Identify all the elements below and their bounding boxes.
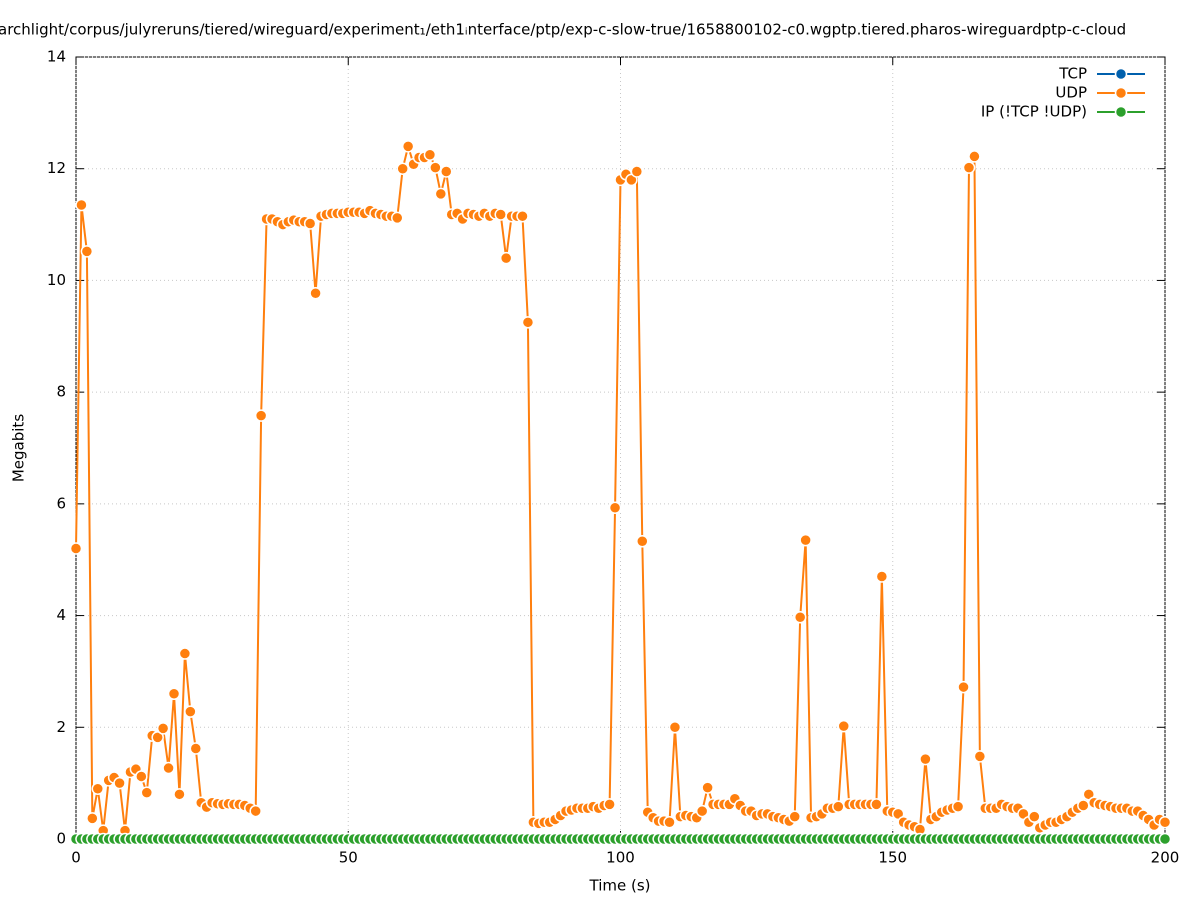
- data-point: [630, 165, 644, 178]
- data-point: [91, 782, 105, 795]
- data-point: [799, 533, 812, 547]
- data-point: [178, 647, 192, 660]
- x-tick-label: 0: [71, 849, 81, 867]
- data-point: [189, 742, 203, 755]
- data-point: [962, 161, 976, 174]
- data-point: [788, 810, 801, 823]
- data-point: [1158, 815, 1172, 829]
- data-point: [162, 761, 175, 775]
- data-point: [832, 800, 845, 813]
- data-point: [973, 750, 987, 763]
- data-point: [303, 217, 317, 230]
- data-point: [968, 150, 981, 163]
- y-tick-label: 2: [56, 718, 66, 736]
- data-point: [309, 287, 322, 300]
- data-point: [113, 776, 126, 790]
- data-point: [75, 198, 88, 212]
- x-tick-label: 100: [606, 849, 635, 867]
- data-point: [429, 161, 442, 174]
- data-point: [173, 788, 186, 801]
- data-point: [156, 722, 170, 735]
- data-point: [80, 245, 94, 258]
- chart-title: archlight/corpus/julyreruns/tiered/wireg…: [0, 21, 1126, 39]
- data-point: [391, 211, 404, 225]
- x-tick-label: 150: [878, 849, 907, 867]
- data-point: [1028, 810, 1041, 823]
- x-tick-label: 200: [1151, 849, 1180, 867]
- data-point: [434, 187, 448, 201]
- data-point: [423, 148, 437, 161]
- y-tick-label: 0: [56, 830, 66, 848]
- y-tick-label: 6: [56, 494, 66, 512]
- data-point: [668, 721, 682, 734]
- data-point: [701, 781, 714, 794]
- data-point: [1158, 832, 1172, 846]
- data-point: [957, 680, 970, 694]
- y-tick-label: 14: [47, 48, 66, 66]
- legend-label: IP (!TCP !UDP): [981, 103, 1087, 121]
- y-tick-label: 4: [56, 606, 66, 624]
- data-point: [440, 165, 453, 178]
- data-point: [636, 535, 649, 548]
- y-tick-label: 10: [47, 271, 66, 289]
- data-point: [401, 140, 415, 153]
- x-tick-label: 50: [339, 849, 358, 867]
- data-point: [167, 687, 181, 701]
- data-point: [86, 812, 99, 825]
- data-point: [1077, 799, 1090, 812]
- data-point: [140, 786, 154, 799]
- data-point: [254, 409, 268, 422]
- data-point: [663, 815, 676, 829]
- legend-label: UDP: [1055, 84, 1087, 102]
- data-point: [184, 705, 197, 718]
- legend-marker: [1114, 67, 1128, 81]
- legend-marker: [1114, 86, 1128, 100]
- data-point: [249, 804, 262, 818]
- data-point: [608, 501, 622, 515]
- data-point: [494, 208, 507, 221]
- data-point: [603, 798, 616, 811]
- y-tick-label: 8: [56, 383, 66, 401]
- legend-label: TCP: [1058, 65, 1087, 83]
- data-point: [396, 162, 409, 175]
- x-axis-label: Time (s): [589, 877, 651, 895]
- y-axis-label: Megabits: [10, 414, 28, 482]
- data-point: [870, 798, 883, 811]
- data-point: [793, 610, 807, 624]
- data-point: [875, 570, 889, 583]
- data-point: [695, 804, 709, 818]
- data-point: [135, 770, 148, 783]
- data-point: [951, 800, 965, 813]
- data-point: [69, 542, 83, 555]
- y-tick-label: 12: [47, 159, 66, 177]
- data-point: [499, 251, 513, 265]
- data-point: [151, 731, 164, 744]
- legend-marker: [1114, 105, 1128, 119]
- data-point: [837, 719, 850, 733]
- data-point: [521, 316, 535, 329]
- data-point: [516, 209, 529, 223]
- data-point: [919, 752, 932, 766]
